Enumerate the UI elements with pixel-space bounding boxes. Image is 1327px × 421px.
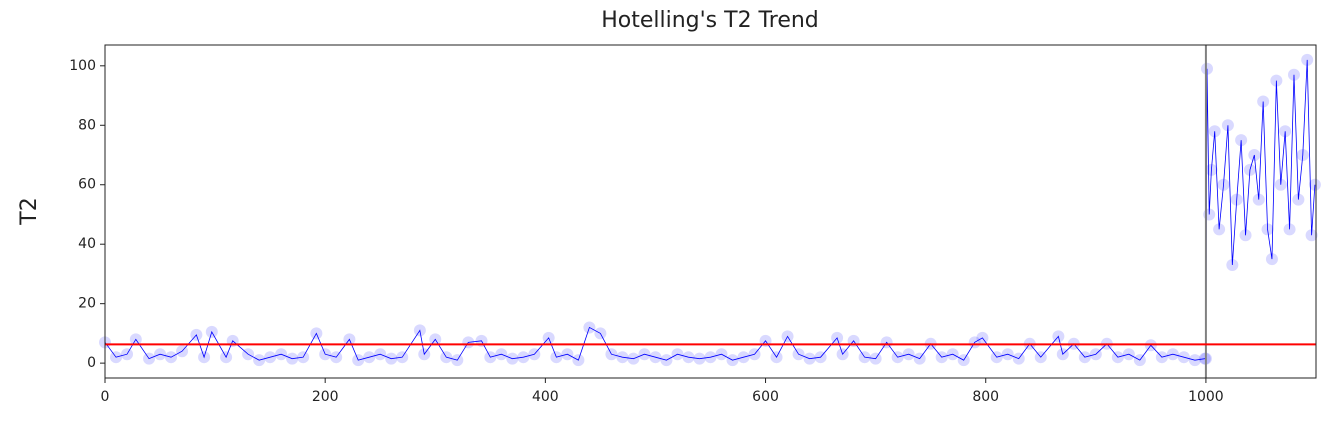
x-tick-label: 600 [752,389,779,405]
y-tick-label: 60 [78,177,96,193]
x-tick-label: 800 [972,389,999,405]
y-tick-label: 20 [78,296,96,312]
chart-title: Hotelling's T2 Trend [601,8,819,33]
y-tick-label: 0 [87,355,96,371]
plot-frame [104,44,1317,379]
y-tick-label: 80 [78,117,96,133]
y-tick-label: 100 [69,58,96,74]
y-axis-label: T2 [17,197,42,225]
y-tick-label: 40 [78,236,96,252]
x-tick-label: 400 [532,389,559,405]
series-line [104,59,1316,361]
x-tick-label: 0 [101,389,110,405]
x-tick-label: 200 [312,389,339,405]
x-tick-label: 1000 [1188,389,1224,405]
